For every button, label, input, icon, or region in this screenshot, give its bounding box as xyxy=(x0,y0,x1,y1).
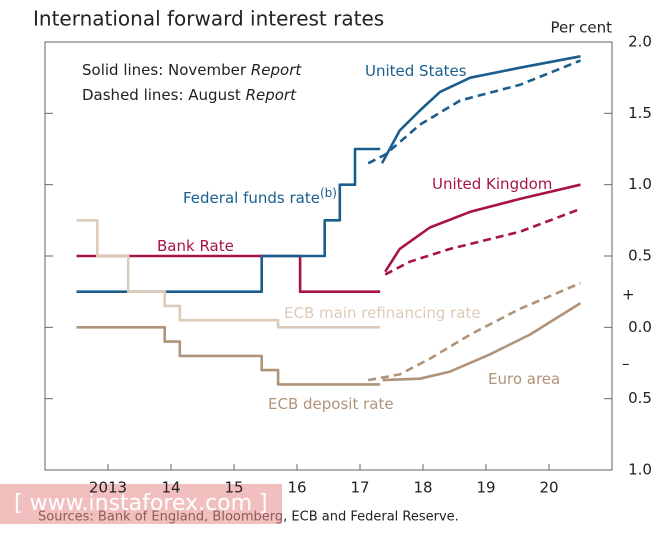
series-label: Euro area xyxy=(488,370,560,388)
y-tick-label: 1.0 xyxy=(628,175,652,193)
note-text: Report xyxy=(251,61,303,79)
sign-label: – xyxy=(622,355,630,373)
sign-label: + xyxy=(622,286,635,304)
x-tick-label: 2013 xyxy=(89,479,127,497)
series-name: ECB deposit rate xyxy=(268,395,394,413)
y-tick-label: 0.5 xyxy=(628,247,652,265)
series-name: Federal funds rate xyxy=(183,189,320,207)
series-name: Bank Rate xyxy=(157,237,234,255)
y-tick-label: 2.0 xyxy=(628,33,652,51)
series-name: Euro area xyxy=(488,370,560,388)
x-tick-label: 17 xyxy=(350,479,369,497)
series-name: ECB main refinancing rate xyxy=(284,304,481,322)
x-tick-label: 14 xyxy=(161,479,180,497)
series-name: United States xyxy=(365,62,467,80)
legend-note: Solid lines: November Report xyxy=(82,61,302,79)
series-label: Federal funds rate(b) xyxy=(183,186,337,207)
x-tick-label: 18 xyxy=(413,479,432,497)
y-tick-label: 0.0 xyxy=(628,318,652,336)
x-tick-label: 20 xyxy=(539,479,558,497)
x-tick-label: 15 xyxy=(224,479,243,497)
series-line xyxy=(384,207,581,276)
series-note: (b) xyxy=(320,186,337,200)
series-line xyxy=(76,254,381,293)
note-text: Report xyxy=(246,86,298,104)
series-label: ECB deposit rate xyxy=(268,395,394,413)
watermark: [ www.instaforex.com ] xyxy=(14,491,268,516)
series-line xyxy=(384,183,581,273)
series-line xyxy=(76,326,381,386)
y-tick-label: 1.5 xyxy=(628,104,652,122)
series-line xyxy=(367,59,581,165)
series-name: United Kingdom xyxy=(432,175,552,193)
series-line xyxy=(380,55,581,164)
note-text: Dashed lines: August xyxy=(82,86,246,104)
y-tick-label: 1.0 xyxy=(628,461,652,479)
note-text: Solid lines: November xyxy=(82,61,251,79)
x-tick-label: 16 xyxy=(287,479,306,497)
series-label: United Kingdom xyxy=(432,175,552,193)
legend-note: Dashed lines: August Report xyxy=(82,86,297,104)
series-label: ECB main refinancing rate xyxy=(284,304,481,322)
watermark-box xyxy=(0,484,282,524)
series-line xyxy=(382,301,582,382)
x-tick-label: 19 xyxy=(476,479,495,497)
y-tick-label: 0.5 xyxy=(628,389,652,407)
series-label: United States xyxy=(365,62,467,80)
series-label: Bank Rate xyxy=(157,237,234,255)
series-line xyxy=(367,281,582,382)
series-line xyxy=(76,219,381,329)
series-line xyxy=(76,147,381,293)
y-axis-label: Per cent xyxy=(550,19,612,37)
chart-title: International forward interest rates xyxy=(33,7,384,31)
